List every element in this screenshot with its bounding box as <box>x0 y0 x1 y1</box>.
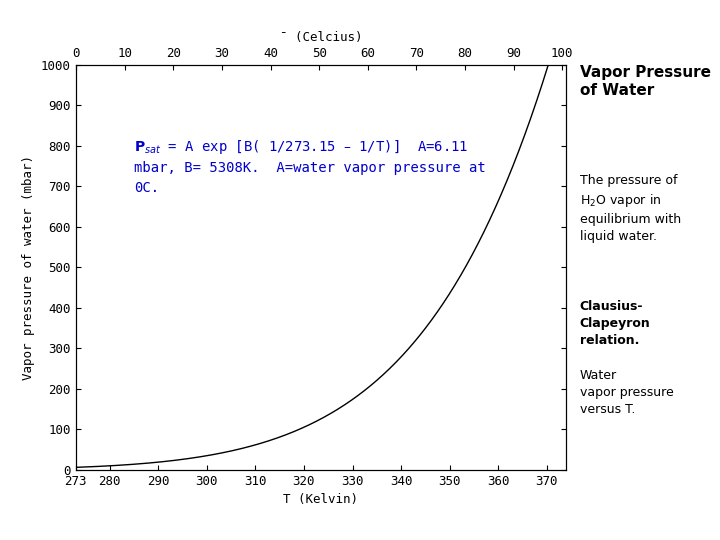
Text: $\mathbf{P}_{sat}$ = A exp [B( 1/273.15 – 1/T)]  A=6.11
mbar, B= 5308K.  A=water: $\mathbf{P}_{sat}$ = A exp [B( 1/273.15 … <box>135 138 486 195</box>
Text: Vapor Pressure
of Water: Vapor Pressure of Water <box>580 65 711 98</box>
X-axis label: T (Kelvin): T (Kelvin) <box>284 493 359 506</box>
Text: The pressure of: The pressure of <box>580 174 677 202</box>
Text: $\mathrm{H_2O}$ vapor in
equilibrium with
liquid water.: $\mathrm{H_2O}$ vapor in equilibrium wit… <box>580 192 680 244</box>
Text: Clausius-
Clapeyron
relation.: Clausius- Clapeyron relation. <box>580 300 650 347</box>
Text: Water
vapor pressure
versus T.: Water vapor pressure versus T. <box>580 368 673 416</box>
X-axis label: ¯ (Celcius): ¯ (Celcius) <box>279 31 362 44</box>
Y-axis label: Vapor pressure of water (mbar): Vapor pressure of water (mbar) <box>22 155 35 380</box>
